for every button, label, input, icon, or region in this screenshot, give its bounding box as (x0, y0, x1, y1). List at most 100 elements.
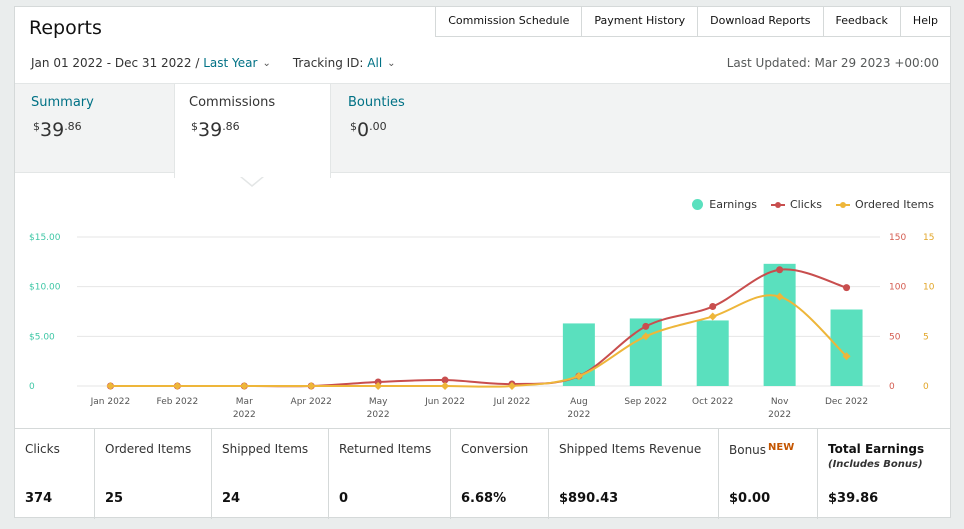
metric-shipped-items: Shipped Items 24 (212, 429, 329, 519)
y-right-items-tick: 10 (923, 283, 935, 293)
legend-clicks[interactable]: Clicks (771, 198, 822, 211)
x-tick-label: Oct 2022 (692, 397, 733, 407)
point-ordered-items (441, 382, 450, 390)
nav-download-reports[interactable]: Download Reports (697, 7, 823, 37)
x-tick-label: May (369, 397, 388, 407)
y-right-clicks-tick: 150 (889, 233, 906, 243)
metric-label: Shipped Items (222, 442, 309, 456)
bar-earnings (763, 263, 796, 386)
metric-clicks: Clicks 374 (15, 429, 95, 519)
bar-earnings (830, 309, 863, 386)
top-nav: Commission Schedule Payment History Down… (435, 7, 950, 37)
metric-value: 6.68% (461, 491, 507, 506)
last-updated: Last Updated: Mar 29 2023 +00:00 (726, 56, 939, 70)
point-clicks (642, 322, 650, 330)
point-clicks (776, 266, 784, 274)
y-left-tick: 0 (29, 382, 35, 392)
metric-returned-items: Returned Items 0 (329, 429, 451, 519)
metric-label: Conversion (461, 442, 529, 456)
y-right-clicks-tick: 100 (889, 283, 906, 293)
x-tick-label: Sep 2022 (624, 397, 667, 407)
metric-value: 24 (222, 491, 241, 506)
tracking-id-dropdown[interactable]: All (367, 56, 383, 70)
metric-ordered-items: Ordered Items 25 (95, 429, 212, 519)
x-tick-label: 2022 (768, 410, 791, 420)
metric-label: Bonus NEW (729, 442, 795, 457)
nav-payment-history[interactable]: Payment History (581, 7, 698, 37)
legend-clicks-swatch (771, 200, 785, 210)
point-clicks (709, 303, 717, 311)
y-right-items-tick: 0 (923, 382, 929, 392)
point-ordered-items (641, 332, 650, 341)
chart-legend: Earnings Clicks Ordered Items (678, 198, 934, 211)
point-ordered-items (106, 382, 115, 390)
legend-earnings[interactable]: Earnings (692, 198, 757, 211)
tracking-id-label: Tracking ID: (292, 56, 364, 70)
chevron-down-icon[interactable]: ⌄ (387, 57, 396, 69)
tab-bounties-label: Bounties (348, 95, 405, 110)
tabs-bar: Summary $39.86 Bounties $0.00 (15, 83, 950, 173)
x-tick-label: 2022 (233, 410, 256, 420)
reports-panel: Reports Commission Schedule Payment Hist… (14, 6, 951, 519)
date-preset-dropdown[interactable]: Last Year (203, 56, 258, 70)
x-tick-label: Feb 2022 (157, 397, 199, 407)
x-tick-label: Jul 2022 (493, 397, 531, 407)
metric-label: Total Earnings (Includes Bonus) (828, 442, 925, 470)
page-title: Reports (29, 17, 102, 39)
point-ordered-items (507, 382, 516, 390)
x-tick-label: Apr 2022 (291, 397, 332, 407)
legend-ordered-swatch (835, 200, 850, 210)
date-range: Jan 01 2022 - Dec 31 2022 / (31, 56, 200, 70)
legend-ordered-items[interactable]: Ordered Items (835, 198, 934, 211)
y-left-tick: $10.00 (29, 283, 61, 293)
metric-value: 0 (339, 491, 349, 506)
tab-summary-value: $39.86 (33, 119, 82, 141)
metrics-row: Clicks 374 Ordered Items 25 Shipped Items 24 R… (15, 428, 950, 519)
x-tick-label: Aug (570, 397, 588, 407)
y-right-items-tick: 5 (923, 332, 929, 342)
y-left-tick: $15.00 (29, 233, 61, 243)
point-ordered-items (173, 382, 182, 390)
x-tick-label: Jun 2022 (424, 397, 465, 407)
metric-value: $39.86 (828, 491, 879, 506)
metric-label: Clicks (25, 442, 60, 456)
point-ordered-items (708, 312, 717, 321)
metric-label: Returned Items (339, 442, 432, 456)
x-tick-label: Mar (236, 397, 253, 407)
tab-commissions[interactable]: Commissions $39.86 (174, 83, 331, 178)
nav-help[interactable]: Help (899, 7, 950, 37)
point-ordered-items (240, 382, 249, 390)
metric-label: Shipped Items Revenue (559, 442, 702, 456)
y-right-clicks-tick: 50 (889, 332, 901, 342)
point-clicks (441, 376, 449, 384)
metric-sublabel: (Includes Bonus) (828, 459, 923, 470)
x-tick-label: Nov (771, 397, 789, 407)
chevron-down-icon[interactable]: ⌄ (262, 57, 271, 69)
bar-earnings (696, 320, 729, 386)
metric-total-earnings: Total Earnings (Includes Bonus) $39.86 (818, 429, 950, 519)
tab-summary-label: Summary (31, 95, 94, 110)
new-badge: NEW (768, 442, 795, 453)
point-ordered-items (574, 372, 583, 381)
series-line-ordered-items (110, 294, 848, 388)
tab-bounties-value: $0.00 (350, 119, 387, 141)
metric-value: 374 (25, 491, 53, 506)
legend-earnings-swatch (692, 199, 704, 210)
metric-conversion: Conversion 6.68% (451, 429, 549, 519)
metric-label: Ordered Items (105, 442, 192, 456)
metric-bonus: Bonus NEW $0.00 (719, 429, 818, 519)
active-tab-pointer (240, 176, 264, 187)
tab-commissions-label: Commissions (189, 95, 276, 110)
point-ordered-items (307, 382, 316, 390)
filters-row: Jan 01 2022 - Dec 31 2022 / Last Year ⌄ … (31, 56, 418, 70)
y-left-tick: $5.00 (29, 332, 55, 342)
x-tick-label: 2022 (367, 410, 390, 420)
x-tick-label: Jan 2022 (90, 397, 131, 407)
x-tick-label: 2022 (567, 410, 590, 420)
nav-feedback[interactable]: Feedback (822, 7, 900, 37)
tab-commissions-value: $39.86 (191, 119, 240, 141)
metric-value: 25 (105, 491, 124, 506)
point-ordered-items (374, 382, 383, 390)
nav-commission-schedule[interactable]: Commission Schedule (435, 7, 582, 37)
